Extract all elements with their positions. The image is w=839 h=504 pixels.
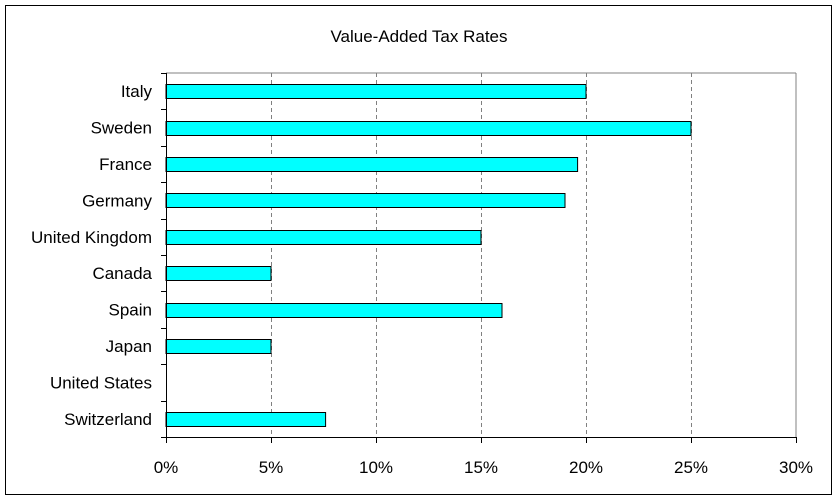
bar-sweden — [165, 121, 692, 136]
x-tick-label: 0% — [154, 458, 179, 477]
bars — [165, 84, 692, 427]
x-tick-label: 25% — [674, 458, 708, 477]
bar-canada — [165, 266, 272, 281]
y-category-label: United Kingdom — [31, 228, 152, 247]
tick-labels: 0% 5% 10% 15% 20% 25% 30% Italy Sweden France Germ… — [31, 82, 813, 477]
x-tick-label: 10% — [359, 458, 393, 477]
axes — [161, 73, 797, 443]
y-category-label: Japan — [106, 337, 152, 356]
y-category-label: Germany — [82, 191, 152, 210]
y-category-label: Italy — [121, 82, 153, 101]
x-tick-label: 5% — [259, 458, 284, 477]
bar-germany — [165, 193, 566, 208]
y-category-label: Sweden — [91, 119, 152, 138]
bar-spain — [165, 303, 503, 318]
x-tick-label: 20% — [569, 458, 603, 477]
bar-japan — [165, 339, 272, 354]
y-category-label: Spain — [109, 301, 152, 320]
y-category-label: Canada — [92, 264, 152, 283]
x-tick-label: 30% — [779, 458, 813, 477]
y-category-label: United States — [50, 373, 152, 392]
bar-italy — [165, 84, 587, 99]
chart-title: Value-Added Tax Rates — [330, 27, 507, 46]
x-tick-label: 15% — [464, 458, 498, 477]
bar-france — [165, 157, 579, 172]
y-category-label: France — [99, 155, 152, 174]
y-category-label: Switzerland — [64, 410, 152, 429]
bar-switzerland — [165, 412, 327, 427]
gridlines — [166, 72, 797, 437]
bar-united-kingdom — [165, 230, 482, 245]
